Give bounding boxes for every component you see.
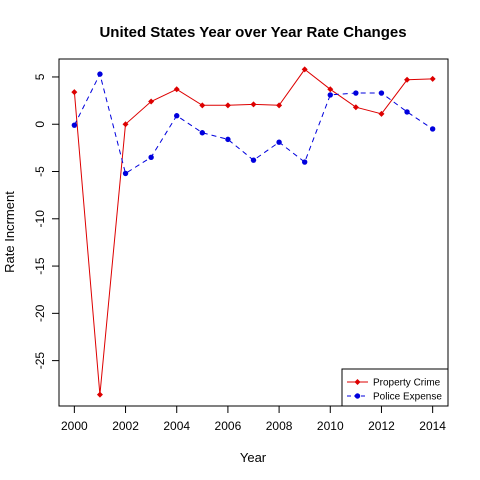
x-tick-label: 2002 [112, 419, 139, 433]
x-tick-label: 2010 [317, 419, 344, 433]
data-point [404, 109, 410, 115]
data-point [250, 101, 257, 108]
data-point [225, 136, 231, 143]
data-point [429, 75, 436, 82]
x-tick-label: 2008 [266, 419, 293, 433]
series-0 [71, 66, 436, 398]
series-line [73, 68, 433, 395]
data-point [199, 130, 206, 136]
data-point [199, 102, 206, 109]
data-point [301, 159, 308, 165]
y-axis: 5 0 -5 -10 -15 -20 -25 [33, 73, 60, 370]
y-tick-label: -15 [33, 257, 47, 275]
data-point [148, 98, 155, 105]
y-axis-label: Rate Incrment [2, 191, 17, 273]
x-tick-label: 2014 [419, 419, 446, 433]
x-tick-label: 2012 [368, 419, 395, 433]
legend-label: Police Expense [373, 392, 442, 403]
data-point [353, 90, 359, 96]
data-point [122, 121, 129, 128]
series-layer [71, 66, 436, 398]
y-tick-label: -5 [33, 166, 47, 177]
y-tick-label: 0 [33, 121, 47, 128]
y-tick-label: -10 [33, 210, 47, 228]
data-point [148, 154, 154, 161]
data-point [96, 391, 103, 398]
y-tick-label: 5 [33, 73, 47, 80]
x-tick-label: 2000 [61, 419, 88, 433]
x-tick-label: 2006 [215, 419, 242, 433]
x-tick-label: 2004 [163, 419, 190, 433]
data-point [97, 71, 103, 77]
legend-label: Property Crime [373, 378, 441, 389]
x-axis: 2000 2002 2004 2006 2008 2010 2012 2014 [61, 405, 446, 433]
y-tick-label: -20 [33, 304, 47, 322]
data-point [378, 110, 385, 117]
plot-frame [58, 58, 449, 407]
data-point [173, 86, 180, 93]
data-point [122, 170, 129, 177]
legend-marker [354, 393, 361, 399]
data-point [429, 126, 436, 132]
data-point [276, 139, 282, 145]
data-point [174, 113, 180, 119]
series-1 [71, 71, 436, 177]
data-point [327, 92, 333, 98]
data-point [71, 89, 78, 96]
chart-title: United States Year over Year Rate Change… [99, 24, 406, 41]
data-point [250, 157, 257, 163]
legend-marker [354, 379, 361, 385]
data-point [352, 104, 359, 111]
x-axis-label: Year [240, 450, 267, 465]
data-point [378, 90, 385, 96]
data-point [404, 76, 411, 83]
data-point [71, 122, 78, 128]
data-point [301, 66, 308, 73]
data-point [224, 102, 231, 109]
data-point [276, 102, 283, 109]
data-point [327, 86, 334, 93]
legend-box [341, 368, 449, 407]
legend: Property Crime Police Expense [341, 368, 449, 407]
y-tick-label: -25 [33, 352, 47, 370]
